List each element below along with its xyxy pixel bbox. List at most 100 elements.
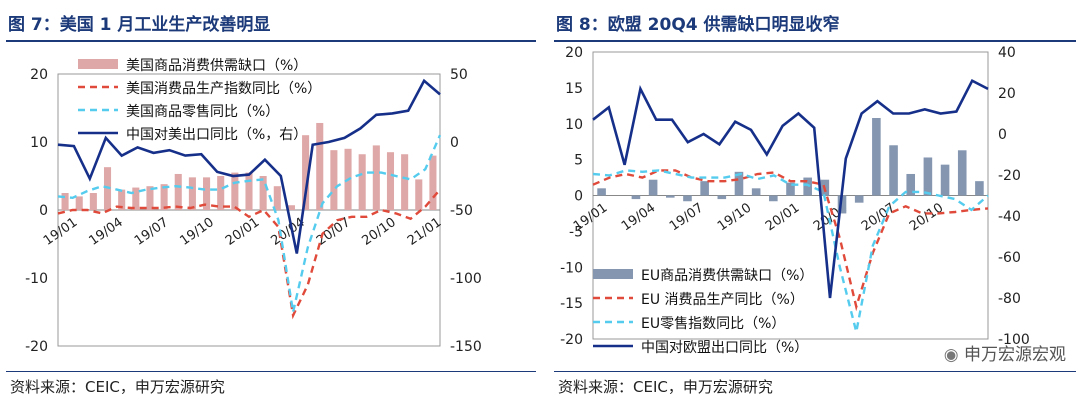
left-bar xyxy=(160,184,168,210)
left-x-tick: 20/01 xyxy=(223,215,262,249)
left-series-line-1 xyxy=(57,188,441,320)
right-yleft-tick: -15 xyxy=(560,296,583,312)
right-yleft-tick: 10 xyxy=(565,117,583,133)
left-bar xyxy=(415,179,423,210)
right-x-tick: 20/01 xyxy=(763,200,802,234)
right-yleft-tick: 5 xyxy=(574,153,583,169)
left-legend-label: 中国对美出口同比（%，右） xyxy=(126,127,307,143)
right-chart: 20 15 10 5 0 -5 -10 -15 -20 40 20 0 -20 -40 -60 -80 -100… xyxy=(560,45,1030,356)
left-bar xyxy=(245,172,253,210)
left-bar xyxy=(146,186,154,210)
right-legend-swatch xyxy=(593,269,633,279)
left-yright-tick: 50 xyxy=(450,67,468,83)
right-bar xyxy=(700,181,709,196)
left-title-rule xyxy=(6,40,536,42)
right-yright-tick: 20 xyxy=(998,86,1016,102)
right-bar xyxy=(665,195,675,198)
right-bar xyxy=(631,195,641,200)
right-bar xyxy=(889,145,898,196)
right-yright-tick: -100 xyxy=(998,332,1030,348)
right-x-tick: 19/01 xyxy=(571,200,610,234)
left-bar xyxy=(316,122,324,210)
left-bar xyxy=(118,189,126,210)
left-legend-swatch xyxy=(78,59,118,69)
left-yright-tick: 0 xyxy=(450,135,459,151)
left-x-tick: 19/01 xyxy=(41,215,80,249)
right-bar xyxy=(786,182,795,196)
right-source: 资料来源：CEIC，申万宏源研究 xyxy=(558,378,773,396)
left-bar xyxy=(75,196,83,210)
right-x-tick: 20/10 xyxy=(907,200,946,234)
left-x-tick: 19/10 xyxy=(177,215,216,249)
right-series-line-1 xyxy=(592,169,989,312)
right-x-tick: 19/07 xyxy=(667,200,706,234)
right-yleft-tick: 15 xyxy=(565,81,583,97)
left-bar xyxy=(259,176,267,210)
left-legend-label: 美国商品零售同比（%） xyxy=(126,104,279,120)
left-bar xyxy=(429,155,437,210)
right-bar xyxy=(923,157,933,196)
left-chart: 20 10 0 -10 -20 50 0 -50 -100 -150 19/01 19/04 19/07… xyxy=(25,58,482,355)
left-bar xyxy=(132,187,140,210)
right-chart-title: 图 8：欧盟 20Q4 供需缺口明显收窄 xyxy=(556,15,840,35)
right-title-rule xyxy=(554,40,1076,42)
left-chart-title: 图 7：美国 1 月工业生产改善明显 xyxy=(8,15,271,35)
left-panel: 图 7：美国 1 月工业生产改善明显 20 10 0 -10 -20 50 0 -50 -100… xyxy=(6,15,536,396)
right-bar xyxy=(751,188,761,196)
right-yright-tick: -80 xyxy=(998,291,1021,307)
right-panel: 图 8：欧盟 20Q4 供需缺口明显收窄 20 15 10 5 0 -5 -10 -15 -20… xyxy=(548,0,1080,403)
left-bar xyxy=(217,176,225,210)
right-bar xyxy=(769,195,778,202)
right-yleft-tick: 20 xyxy=(565,45,583,61)
right-yleft-tick: -20 xyxy=(560,332,583,348)
left-yleft-tick: 0 xyxy=(39,203,48,219)
right-series-line-3 xyxy=(592,78,989,299)
left-bar xyxy=(330,150,338,210)
wechat-icon: ◉ xyxy=(943,345,959,365)
watermark: ◉ 申万宏源宏观 xyxy=(944,340,1066,365)
right-bar xyxy=(872,118,881,196)
left-bar xyxy=(401,154,409,210)
left-yright-tick: -50 xyxy=(450,203,473,219)
left-yright-tick: -150 xyxy=(450,339,482,355)
watermark-text: 申万宏源宏观 xyxy=(964,345,1066,365)
left-bar xyxy=(273,186,281,210)
left-series-line-2 xyxy=(57,134,442,313)
right-yleft-tick: 0 xyxy=(574,189,583,205)
right-yleft-tick: -10 xyxy=(560,260,583,276)
right-yright-tick: -20 xyxy=(998,168,1021,184)
right-legend-label: 中国对欧盟出口同比（%） xyxy=(641,340,808,356)
left-bar xyxy=(61,193,69,210)
left-bar xyxy=(89,193,97,210)
right-yright-tick: -40 xyxy=(998,209,1021,225)
right-legend-label: EU 消费品生产同比（%） xyxy=(641,292,804,308)
left-bar xyxy=(203,177,211,210)
right-x-tick: 19/10 xyxy=(715,200,754,234)
right-bar xyxy=(837,195,847,214)
left-series-line-3 xyxy=(57,78,441,254)
left-bar xyxy=(231,172,239,210)
right-bar xyxy=(803,177,812,196)
left-bar xyxy=(386,152,395,210)
left-bar xyxy=(302,135,310,210)
left-x-tick: 20/10 xyxy=(359,215,398,249)
left-yleft-tick: 20 xyxy=(30,67,48,83)
left-source-rule xyxy=(6,371,536,372)
left-bar xyxy=(174,173,182,210)
right-bar xyxy=(975,181,984,196)
right-yright-tick: -60 xyxy=(998,250,1021,266)
right-legend-label: EU商品消费供需缺口（%） xyxy=(641,268,813,284)
right-bar xyxy=(717,195,727,200)
right-x-tick: 19/04 xyxy=(619,200,658,234)
left-yleft-tick: -20 xyxy=(25,339,48,355)
right-bar xyxy=(597,188,606,196)
right-bar xyxy=(854,195,864,203)
right-bar xyxy=(648,179,658,196)
left-yleft-tick: 10 xyxy=(30,135,48,151)
right-bar xyxy=(734,171,744,196)
right-bar xyxy=(940,164,950,196)
right-bar xyxy=(683,195,692,202)
left-source: 资料来源：CEIC，申万宏源研究 xyxy=(10,378,225,396)
right-legend-label: EU零售指数同比（%） xyxy=(641,316,785,332)
right-series-line-2 xyxy=(592,169,989,333)
